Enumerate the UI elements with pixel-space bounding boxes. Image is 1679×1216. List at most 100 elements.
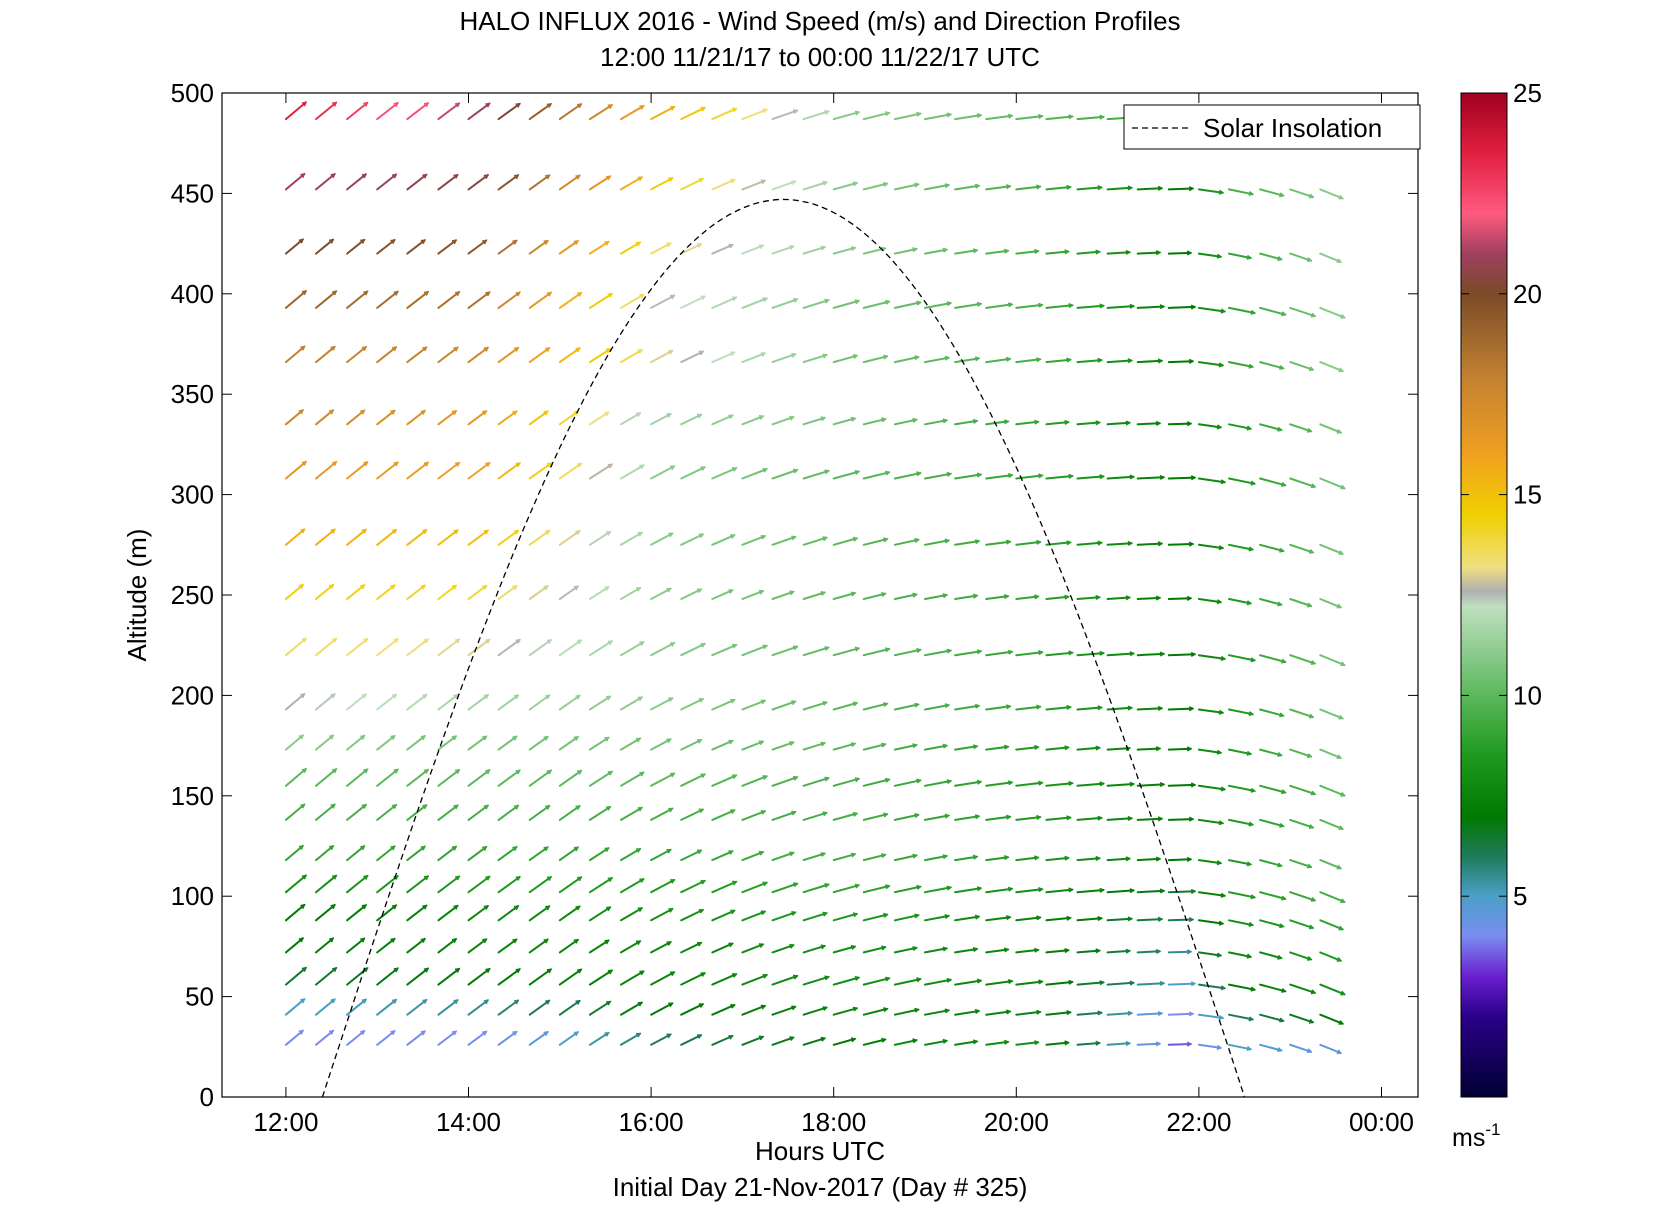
- wind-barb: [1106, 305, 1135, 309]
- wind-barb-head: [515, 875, 521, 881]
- wind-barb: [620, 464, 645, 480]
- wind-barb: [985, 420, 1009, 426]
- wind-barb: [1167, 543, 1194, 546]
- wind-barb-head: [1064, 419, 1070, 426]
- wind-barb: [741, 851, 764, 862]
- wind-barb-head: [1277, 601, 1283, 607]
- wind-barb: [1228, 188, 1254, 196]
- wind-barb-head: [824, 646, 830, 651]
- wind-barb: [528, 291, 552, 309]
- wind-barb-head: [423, 875, 430, 881]
- wind-barb: [497, 1030, 518, 1046]
- wind-barb-head: [1281, 658, 1287, 664]
- wind-barb-head: [700, 879, 707, 885]
- wind-barb: [711, 809, 736, 821]
- wind-barb: [315, 461, 338, 480]
- wind-barb-head: [972, 854, 979, 860]
- wind-barb-head: [485, 291, 491, 297]
- wind-barb: [406, 693, 428, 711]
- wind-barb: [406, 768, 429, 787]
- wind-barb-head: [422, 529, 428, 535]
- wind-barb: [741, 775, 768, 787]
- wind-barb: [346, 803, 367, 821]
- wind-barb: [284, 803, 306, 821]
- wind-barb: [467, 462, 491, 480]
- wind-barb-head: [454, 102, 461, 108]
- wind-barb-head: [668, 532, 674, 538]
- wind-barb-head: [700, 466, 706, 471]
- wind-barb: [1167, 1012, 1194, 1016]
- wind-barb: [924, 356, 950, 364]
- wind-barb: [558, 530, 581, 546]
- wind-barb-head: [1308, 1018, 1315, 1024]
- wind-barb: [284, 693, 306, 711]
- wind-barb: [771, 645, 799, 657]
- wind-barb-head: [635, 848, 642, 853]
- wind-barb-head: [543, 585, 549, 591]
- wind-barb-head: [606, 695, 612, 701]
- wind-barb: [558, 462, 583, 480]
- wind-barb: [711, 942, 734, 954]
- wind-barb-head: [575, 347, 581, 353]
- wind-barb: [406, 102, 429, 121]
- wind-barb-head: [513, 174, 520, 180]
- wind-barb: [1136, 359, 1163, 364]
- colorbar-tick-label: 25: [1513, 78, 1542, 108]
- wind-barb-head: [545, 694, 551, 700]
- wind-barb-head: [976, 649, 983, 655]
- wind-barb: [650, 242, 672, 255]
- wind-barb-head: [942, 1038, 949, 1044]
- wind-barb: [1167, 818, 1194, 821]
- wind-barb-head: [363, 768, 369, 774]
- wind-barb-head: [298, 1029, 305, 1035]
- wind-barb: [741, 108, 768, 121]
- wind-barb: [376, 804, 397, 821]
- wind-barb-head: [420, 239, 426, 245]
- wind-barb: [315, 528, 336, 546]
- wind-barb: [437, 529, 459, 546]
- wind-barb-head: [789, 245, 795, 250]
- wind-barb-head: [363, 101, 369, 107]
- wind-barb-head: [762, 297, 769, 302]
- wind-barb-head: [822, 700, 829, 706]
- wind-barb: [346, 346, 367, 364]
- wind-barb-head: [604, 586, 610, 591]
- wind-barb: [1015, 816, 1042, 821]
- wind-barb-head: [1034, 855, 1040, 861]
- wind-barb: [771, 811, 797, 821]
- wind-barb: [1106, 981, 1135, 986]
- wind-barb: [284, 460, 307, 480]
- wind-barb: [528, 639, 552, 657]
- wind-barb-head: [1125, 948, 1132, 954]
- wind-barb-head: [512, 735, 518, 741]
- wind-barb-head: [1308, 366, 1315, 372]
- wind-barb: [650, 587, 672, 600]
- wind-barb: [1197, 951, 1222, 957]
- wind-barb: [711, 973, 738, 986]
- wind-barb-head: [1336, 754, 1343, 760]
- wind-barb-head: [732, 880, 738, 886]
- wind-barb-head: [850, 416, 857, 422]
- wind-barb: [1106, 359, 1133, 364]
- wind-barb-head: [1157, 541, 1164, 547]
- wind-barb: [985, 1010, 1011, 1016]
- wind-barb: [528, 103, 552, 121]
- wind-barb: [467, 845, 488, 862]
- wind-barb: [954, 540, 980, 546]
- wind-barb: [1228, 983, 1256, 991]
- wind-barb-head: [451, 584, 458, 590]
- wind-barb: [528, 968, 552, 986]
- wind-barb: [711, 698, 736, 711]
- wind-barb-head: [361, 528, 368, 534]
- wind-barb-head: [789, 851, 795, 857]
- wind-barb: [467, 999, 489, 1016]
- wind-barb-head: [1099, 650, 1105, 656]
- wind-barb-head: [543, 1031, 549, 1036]
- wind-barb-head: [573, 846, 580, 852]
- wind-barb: [315, 967, 338, 986]
- wind-barb-head: [1066, 1010, 1072, 1016]
- wind-barb-head: [423, 638, 430, 644]
- wind-barb-head: [1157, 916, 1164, 922]
- wind-barb: [650, 1002, 674, 1016]
- wind-barb-head: [728, 942, 734, 948]
